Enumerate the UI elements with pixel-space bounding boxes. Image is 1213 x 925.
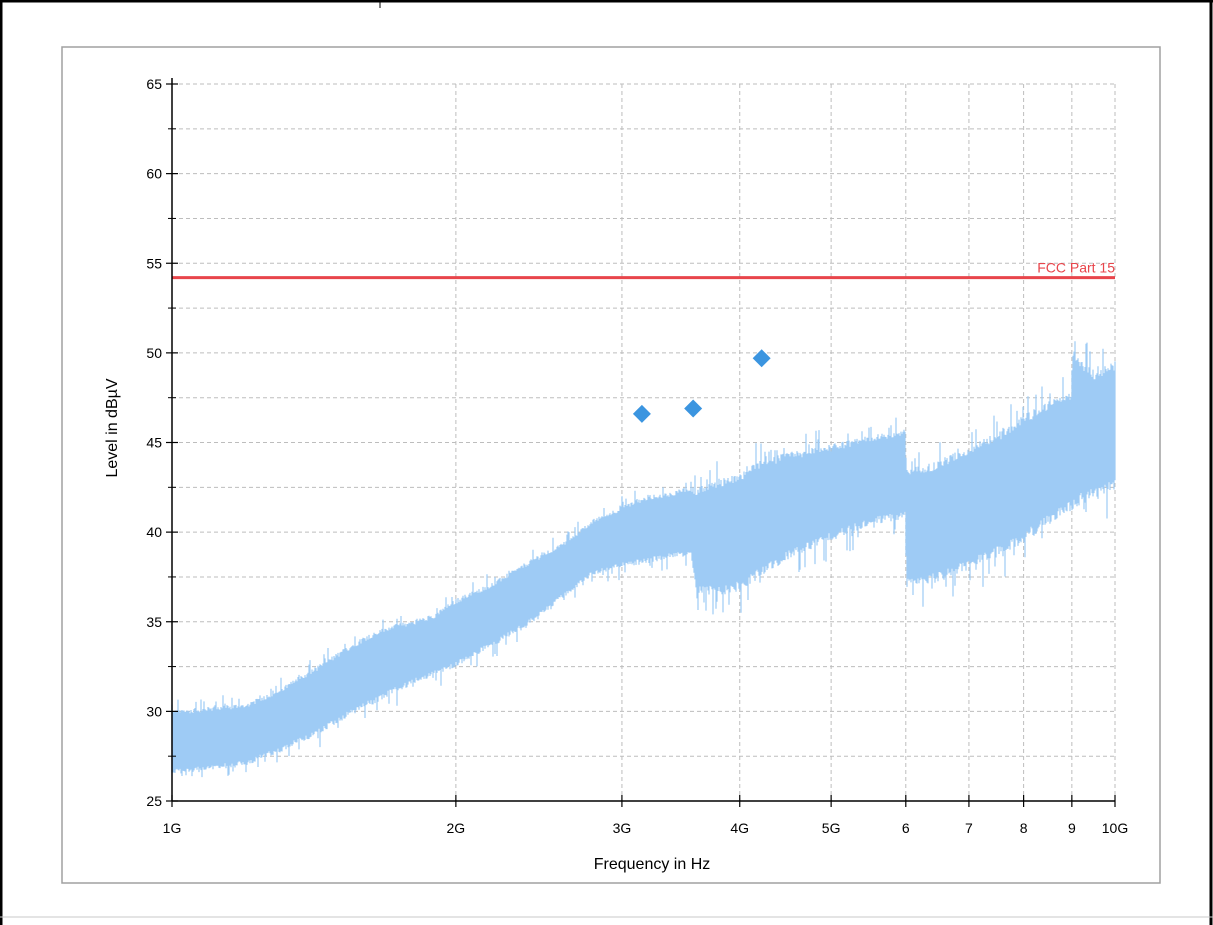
y-tick-label: 40: [146, 524, 162, 540]
x-axis-title: Frequency in Hz: [594, 856, 711, 873]
peak-marker: [632, 404, 651, 423]
x-tick-label: 7: [965, 820, 973, 836]
y-axis-title: Level in dBµV: [104, 378, 121, 477]
x-tick-label: 1G: [163, 820, 182, 836]
peak-marker: [752, 349, 771, 368]
y-tick-label: 45: [146, 435, 162, 451]
y-tick-label: 30: [146, 703, 162, 719]
plot-data: FCC Part 15: [171, 260, 1116, 778]
y-tick-label: 65: [146, 76, 162, 92]
y-tick-label: 55: [146, 255, 162, 271]
x-tick-label: 6: [902, 820, 910, 836]
x-tick-label: 3G: [613, 820, 632, 836]
y-tick-label: 50: [146, 345, 162, 361]
x-tick-label: 10G: [1102, 820, 1128, 836]
x-tick-label: 2G: [447, 820, 466, 836]
peak-marker: [684, 399, 703, 418]
y-tick-label: 35: [146, 614, 162, 630]
x-tick-label: 4G: [730, 820, 749, 836]
x-tick-label: 9: [1068, 820, 1076, 836]
x-tick-label: 5G: [822, 820, 841, 836]
grid: [172, 83, 1116, 801]
y-tick-label: 25: [146, 793, 162, 809]
axes: 25 30 35 40 45 50 55 60 65 1G 2G 3G 4G 5G 6 7 8 9 10G: [146, 76, 1128, 836]
y-tick-label: 60: [146, 166, 162, 182]
x-tick-label: 8: [1020, 820, 1028, 836]
limit-line-label: FCC Part 15: [1037, 260, 1115, 276]
